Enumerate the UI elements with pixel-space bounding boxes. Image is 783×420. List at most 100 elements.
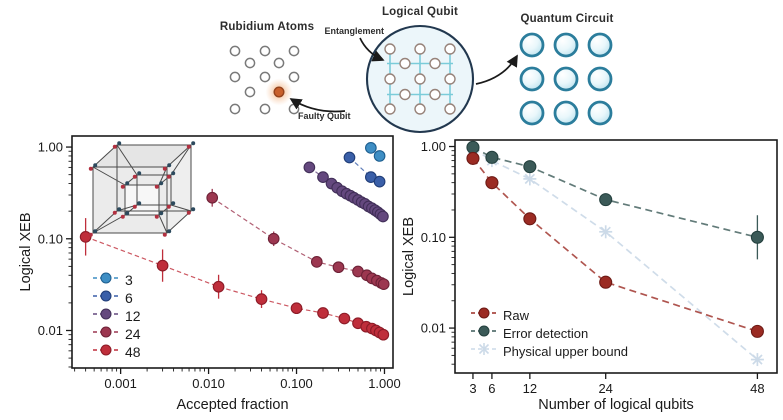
series-3 — [365, 142, 386, 162]
legend-label-48: 48 — [125, 344, 141, 360]
legend-item-3: 3 — [93, 271, 141, 289]
accepted-fraction-chart: 0.001 0.010 0.100 1.000 1.00 0.10 0.01 Accepted… — [18, 135, 401, 413]
legend-label-3: 3 — [125, 272, 133, 288]
series-error-detection — [466, 140, 764, 260]
circuit-arrow — [475, 54, 518, 85]
x-tick-label: 1.000 — [368, 376, 401, 391]
data-point-error-detection — [523, 160, 537, 174]
data-point-12 — [303, 161, 316, 174]
data-point-12 — [377, 210, 389, 223]
y-tick-label: 1.00 — [38, 140, 63, 155]
quantum-circuit-label: Quantum Circuit — [520, 13, 614, 25]
y-tick-label: 0.01 — [421, 321, 446, 336]
data-point-raw — [485, 176, 499, 190]
x-tick-label: 48 — [750, 381, 764, 396]
quantum-circuit-grid-icon — [519, 32, 613, 126]
legend-label-12: 12 — [125, 308, 141, 324]
series-raw — [466, 151, 764, 338]
legend-marker-physical-upper-bound — [471, 342, 497, 361]
data-point-6 — [343, 151, 356, 164]
x-axis-title: Accepted fraction — [176, 397, 288, 413]
x-axis-ticks: 0.001 0.010 0.100 1.000 — [74, 368, 401, 391]
data-point-48 — [290, 302, 303, 315]
x-tick-label: 0.010 — [192, 376, 225, 391]
hypercube-inset-icon — [88, 141, 196, 237]
entanglement-arrow — [359, 37, 385, 62]
legend-item-error-detection: Error detection — [471, 324, 628, 342]
legend-marker-6 — [93, 289, 119, 308]
faulty-qubit-icon — [273, 86, 285, 98]
data-point-error-detection — [485, 150, 499, 164]
y-axis-title: Logical XEB — [401, 217, 417, 296]
data-point-12 — [317, 171, 329, 183]
left-chart-legend: 3 6 12 24 48 — [93, 271, 141, 361]
legend-label-error-detection: Error detection — [503, 325, 589, 341]
data-point-48 — [79, 230, 92, 243]
data-point-48 — [156, 259, 169, 272]
data-point-raw — [599, 275, 613, 289]
series-48 — [79, 218, 390, 341]
faulty-qubit-label: Faulty Qubit — [298, 111, 351, 121]
data-point-raw — [523, 212, 537, 226]
entanglement-label: Entanglement — [324, 26, 384, 36]
x-axis-ticks: 3 6 12 24 48 — [469, 373, 765, 396]
series-12 — [303, 161, 389, 223]
legend-marker-24 — [93, 325, 119, 344]
y-axis-ticks: 1.00 0.10 0.01 — [38, 140, 72, 368]
right-chart-legend: Raw Error detection Physical upper bound — [471, 306, 628, 360]
data-point-3 — [365, 142, 377, 154]
legend-marker-raw — [471, 306, 497, 325]
data-point-6 — [373, 175, 386, 188]
rubidium-atoms-label: Rubidium Atoms — [219, 21, 315, 33]
rubidium-atoms-grid-icon — [229, 45, 300, 115]
plot-frame — [71, 135, 394, 369]
data-point-error-detection — [466, 140, 480, 154]
y-axis-title: Logical XEB — [18, 213, 34, 292]
y-tick-label: 0.10 — [421, 230, 446, 245]
legend-label-6: 6 — [125, 290, 133, 306]
data-point-raw — [750, 324, 764, 338]
data-point-24 — [206, 191, 219, 204]
y-axis-ticks: 1.00 0.10 0.01 — [421, 139, 455, 365]
x-tick-label: 12 — [523, 381, 537, 396]
legend-item-physical-upper-bound: Physical upper bound — [471, 342, 628, 360]
x-tick-label: 0.100 — [280, 376, 313, 391]
data-point-24 — [377, 278, 390, 291]
data-point-24 — [332, 261, 345, 274]
data-point-error-detection — [750, 230, 764, 244]
faulty-qubit-arrow — [289, 98, 346, 113]
legend-marker-error-detection — [471, 324, 497, 343]
legend-marker-12 — [93, 307, 119, 326]
legend-item-6: 6 — [93, 289, 141, 307]
x-axis-title: Number of logical qubits — [538, 397, 694, 413]
legend-item-48: 48 — [93, 343, 141, 361]
y-tick-label: 0.10 — [38, 231, 63, 246]
x-tick-label: 6 — [488, 381, 495, 396]
logical-qubit-label: Logical Qubit — [381, 6, 459, 18]
legend-item-12: 12 — [93, 307, 141, 325]
data-point-3 — [373, 150, 386, 162]
data-point-raw — [466, 151, 480, 165]
data-point-48 — [338, 312, 351, 325]
legend-item-raw: Raw — [471, 306, 628, 324]
data-point-24 — [310, 256, 323, 268]
data-point-48 — [317, 307, 329, 319]
logical-qubit-atoms — [384, 43, 456, 115]
legend-marker-3 — [93, 271, 119, 290]
logical-qubits-chart: 3 6 12 24 48 1.00 0.10 0.01 Number of logical qu… — [401, 139, 778, 413]
legend-marker-48 — [93, 343, 119, 362]
data-point-error-detection — [599, 193, 613, 207]
x-tick-label: 24 — [598, 381, 612, 396]
data-point-48 — [255, 293, 268, 305]
legend-item-24: 24 — [93, 325, 141, 343]
legend-label-24: 24 — [125, 326, 141, 342]
series-24 — [206, 188, 390, 291]
top-diagram — [229, 24, 613, 134]
x-tick-label: 3 — [469, 381, 476, 396]
legend-label-physical-upper-bound: Physical upper bound — [503, 343, 629, 359]
data-point-48 — [377, 328, 390, 341]
data-point-24 — [267, 232, 280, 245]
y-tick-label: 0.01 — [38, 323, 63, 338]
